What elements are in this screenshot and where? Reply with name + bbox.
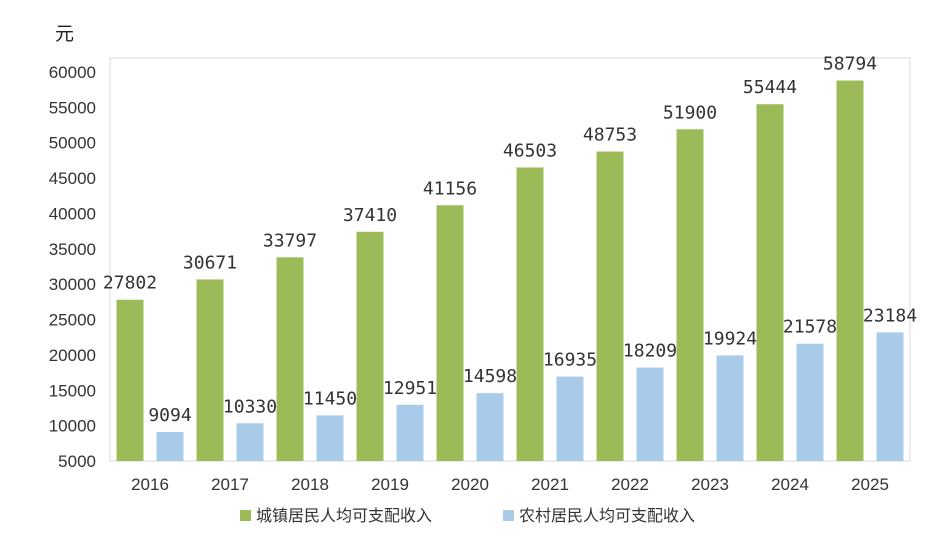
bar-urban-2025 xyxy=(836,80,864,461)
data-label-urban-2017: 30671 xyxy=(183,252,237,273)
data-label-rural-2024: 21578 xyxy=(783,317,837,338)
data-label-rural-2022: 18209 xyxy=(623,341,677,362)
data-label-rural-2016: 9094 xyxy=(148,405,191,426)
legend-label-rural: 农村居民人均可支配收入 xyxy=(519,506,695,525)
data-labels: 27802 30671 33797 37410 41156 46503 48753 51900… xyxy=(103,54,917,427)
data-label-rural-2017: 10330 xyxy=(223,396,277,417)
x-tick-label: 2022 xyxy=(611,475,649,494)
data-label-urban-2021: 46503 xyxy=(503,140,557,161)
bar-urban-2016 xyxy=(116,299,144,461)
legend-swatch-urban xyxy=(240,510,251,521)
y-tick-label: 45000 xyxy=(49,169,96,188)
bar-urban-2017 xyxy=(196,279,224,461)
x-tick-label: 2017 xyxy=(211,475,249,494)
data-label-rural-2021: 16935 xyxy=(543,350,597,371)
x-tick-label: 2020 xyxy=(451,475,489,494)
y-tick-label: 25000 xyxy=(49,311,96,330)
data-label-urban-2016: 27802 xyxy=(103,273,157,294)
y-tick-label: 50000 xyxy=(49,134,96,153)
bar-rural-2018 xyxy=(316,415,344,461)
x-tick-label: 2021 xyxy=(531,475,569,494)
bar-urban-2019 xyxy=(356,231,384,461)
bar-urban-2020 xyxy=(436,205,464,461)
bar-rural-2025 xyxy=(876,332,904,461)
bar-rural-2019 xyxy=(396,404,424,461)
y-tick-label: 60000 xyxy=(49,63,96,82)
legend-swatch-rural xyxy=(503,510,514,521)
data-label-urban-2024: 55444 xyxy=(743,77,797,98)
bar-rural-2024 xyxy=(796,343,824,461)
x-tick-label: 2019 xyxy=(371,475,409,494)
data-label-rural-2023: 19924 xyxy=(703,328,757,349)
bar-urban-2024 xyxy=(756,104,784,462)
bar-urban-2023 xyxy=(676,129,704,461)
plot-frame xyxy=(109,57,911,462)
data-label-rural-2020: 14598 xyxy=(463,366,517,387)
bar-urban-2018 xyxy=(276,257,304,461)
y-tick-label: 35000 xyxy=(49,240,96,259)
y-tick-label: 10000 xyxy=(49,417,96,436)
data-label-rural-2019: 12951 xyxy=(383,378,437,399)
y-axis-ticks: 5000 10000 15000 20000 25000 30000 35000 40000 4… xyxy=(49,63,96,471)
data-label-urban-2022: 48753 xyxy=(583,125,637,146)
x-tick-label: 2016 xyxy=(131,475,169,494)
x-tick-label: 2025 xyxy=(851,475,889,494)
legend: 城镇居民人均可支配收入 农村居民人均可支配收入 xyxy=(240,506,695,525)
bar-urban-2022 xyxy=(596,151,624,461)
y-tick-label: 40000 xyxy=(49,204,96,223)
x-axis-ticks: 2016 2017 2018 2019 2020 2021 2022 2023 2024 2025 xyxy=(131,475,889,494)
y-tick-label: 20000 xyxy=(49,346,96,365)
data-label-urban-2023: 51900 xyxy=(663,102,717,123)
bar-rural-2017 xyxy=(236,423,264,461)
data-label-urban-2019: 37410 xyxy=(343,205,397,226)
y-tick-label: 55000 xyxy=(49,98,96,117)
bar-rural-2020 xyxy=(476,393,504,461)
bar-rural-2021 xyxy=(556,376,584,461)
bar-rural-2016 xyxy=(156,432,184,461)
y-tick-label: 5000 xyxy=(58,452,96,471)
bar-urban-2021 xyxy=(516,167,544,461)
x-tick-label: 2023 xyxy=(691,475,729,494)
data-label-rural-2025: 23184 xyxy=(863,305,917,326)
bar-series xyxy=(116,80,904,462)
x-tick-label: 2018 xyxy=(291,475,329,494)
data-label-urban-2020: 41156 xyxy=(423,178,477,199)
legend-label-urban: 城镇居民人均可支配收入 xyxy=(256,506,432,525)
data-label-urban-2018: 33797 xyxy=(263,230,317,251)
y-axis-unit: 元 xyxy=(55,23,74,45)
bar-rural-2023 xyxy=(716,355,744,461)
y-tick-label: 30000 xyxy=(49,275,96,294)
data-label-rural-2018: 11450 xyxy=(303,388,357,409)
y-tick-label: 15000 xyxy=(49,381,96,400)
bar-rural-2022 xyxy=(636,367,664,461)
x-tick-label: 2024 xyxy=(771,475,809,494)
data-label-urban-2025: 58794 xyxy=(823,54,877,75)
